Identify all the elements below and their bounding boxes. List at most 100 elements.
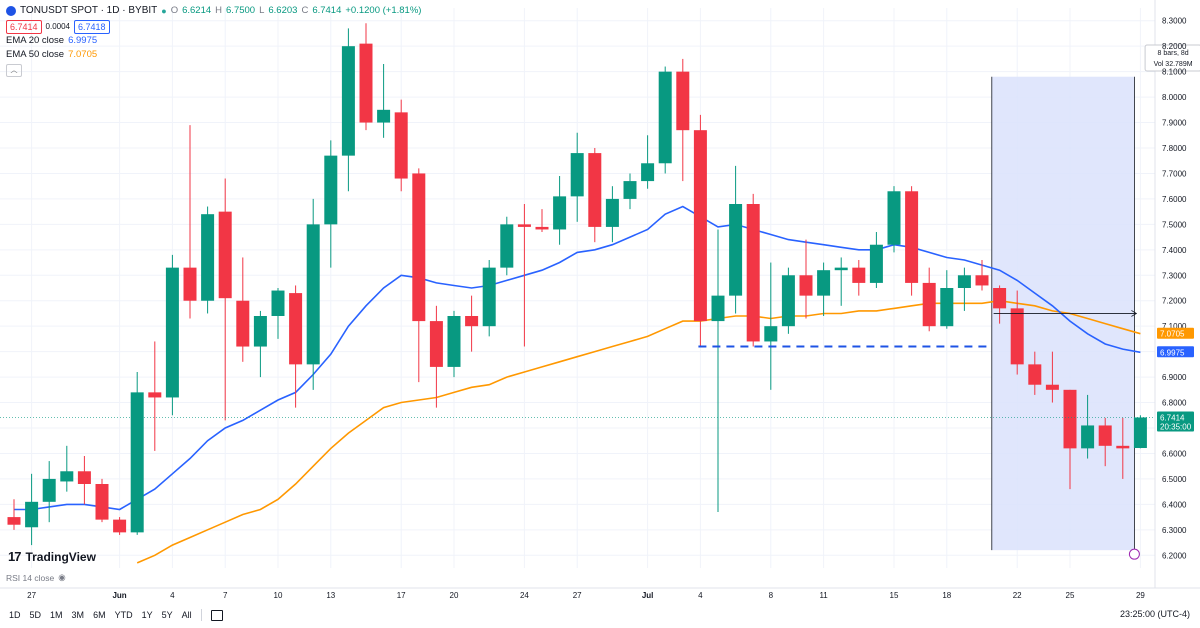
eye-icon[interactable]: ◉	[58, 572, 66, 582]
candle	[588, 148, 602, 243]
candle-body	[412, 173, 426, 322]
range-vol-text: Vol 32.789M	[1154, 61, 1193, 68]
tf-1d[interactable]: 1D	[9, 610, 21, 620]
candle-body	[1063, 389, 1077, 449]
tf-1m[interactable]: 1M	[50, 610, 63, 620]
candle-body	[553, 196, 567, 230]
candle	[746, 193, 760, 347]
ema20-legend[interactable]: EMA 20 close 6.9975	[6, 34, 421, 48]
candle-body	[905, 191, 919, 283]
tf-5y[interactable]: 5Y	[161, 610, 173, 620]
candle-body	[148, 392, 162, 398]
divider	[200, 609, 202, 621]
price-tick-label: 7.8000	[1162, 144, 1187, 153]
calendar-icon[interactable]	[210, 609, 223, 621]
ema50-legend[interactable]: EMA 50 close 7.0705	[6, 48, 421, 62]
ema50-label: EMA 50 close	[6, 49, 65, 60]
candle-body	[236, 300, 250, 347]
candle	[817, 262, 831, 316]
price-tick-label: 6.6000	[1162, 449, 1187, 458]
tf-6m[interactable]: 6M	[93, 610, 106, 620]
time-tick-label: 27	[27, 591, 36, 600]
market-status-icon: ●	[161, 6, 167, 16]
candle-body	[852, 267, 866, 283]
candle	[799, 239, 813, 319]
candle-body	[535, 226, 549, 230]
symbol-title[interactable]: TONUSDT SPOT · 1D · BYBIT	[20, 5, 158, 16]
buy-button[interactable]: 6.7418	[74, 20, 110, 34]
candle	[1028, 351, 1042, 395]
candle	[201, 206, 215, 314]
price-axis[interactable]: 6.20006.30006.40006.50006.60006.70006.80…	[1157, 17, 1194, 561]
time-tick-label: 18	[942, 591, 951, 600]
ema50-price-tag-bg	[1157, 327, 1194, 339]
candle-body	[799, 275, 813, 296]
candle	[623, 173, 637, 210]
low-label: L	[259, 5, 265, 16]
price-tick-label: 7.6000	[1162, 195, 1187, 204]
candle-body	[676, 71, 690, 131]
tf-1y[interactable]: 1Y	[141, 610, 153, 620]
ema20-price-tag: 6.9975	[1157, 346, 1194, 358]
candle-body	[183, 267, 197, 301]
candle-body	[869, 244, 883, 283]
candle	[535, 209, 549, 232]
candle-body	[605, 198, 619, 227]
tf-5d[interactable]: 5D	[29, 610, 42, 620]
candle-body	[641, 163, 655, 182]
time-tick-label: 25	[1066, 591, 1075, 600]
candle	[289, 285, 303, 408]
clock-timezone[interactable]: 23:25:00 (UTC-4)	[1119, 609, 1190, 619]
candle-body	[588, 153, 602, 227]
time-tick-label: 8	[769, 591, 774, 600]
time-tick-label: 17	[397, 591, 406, 600]
last-price-tag-bg	[1157, 411, 1194, 432]
open-value: 6.6214	[182, 5, 212, 16]
candle	[887, 186, 901, 253]
time-tick-label: Jun	[112, 591, 126, 600]
last-price-tag-countdown: 20:35:00	[1160, 422, 1192, 431]
ema20-line	[14, 205, 1141, 511]
candle-body	[42, 478, 56, 502]
tf-3m[interactable]: 3M	[71, 610, 85, 620]
candle-body	[1116, 445, 1130, 449]
price-tick-label: 7.7000	[1162, 169, 1187, 178]
time-tick-label: 11	[819, 591, 828, 600]
candle-body	[25, 501, 39, 528]
candle-body	[922, 282, 936, 327]
ema20-value: 6.9975	[68, 35, 98, 46]
candle	[1116, 417, 1130, 479]
candle	[1063, 389, 1077, 490]
candle-body	[658, 71, 672, 164]
tf-ytd[interactable]: YTD	[114, 610, 133, 620]
candle-body	[377, 109, 391, 123]
low-value: 6.6203	[268, 5, 298, 16]
candle	[218, 178, 232, 421]
candle-body	[1098, 425, 1112, 446]
price-tick-label: 8.0000	[1162, 93, 1187, 102]
chevron-up-icon[interactable]: ︿	[6, 64, 22, 77]
candle-body	[817, 270, 831, 296]
open-label: O	[170, 5, 179, 16]
price-tick-label: 8.1000	[1162, 68, 1187, 77]
time-axis[interactable]: 27 Jun 4 7 10 13 17 20 24 27 Jul 4 8 11 15 18 22 25 29	[27, 591, 1145, 600]
price-tick-label: 6.3000	[1162, 526, 1187, 535]
candle-body	[1133, 417, 1147, 449]
time-tick-label: Jul	[642, 591, 654, 600]
candle-body	[60, 471, 74, 482]
time-tick-label: 4	[698, 591, 703, 600]
tf-all[interactable]: All	[181, 610, 192, 620]
rsi-pane-label[interactable]: RSI 14 close ◉	[6, 572, 66, 583]
candle-body	[253, 316, 267, 347]
candle-body	[729, 204, 743, 296]
ton-logo-icon	[6, 6, 16, 16]
time-tick-label: 27	[573, 591, 582, 600]
sell-button[interactable]: 6.7414	[6, 20, 42, 34]
candle-body	[746, 204, 760, 342]
candle	[764, 262, 778, 390]
candle	[957, 267, 971, 311]
candle	[377, 64, 391, 138]
candle	[1081, 394, 1095, 459]
